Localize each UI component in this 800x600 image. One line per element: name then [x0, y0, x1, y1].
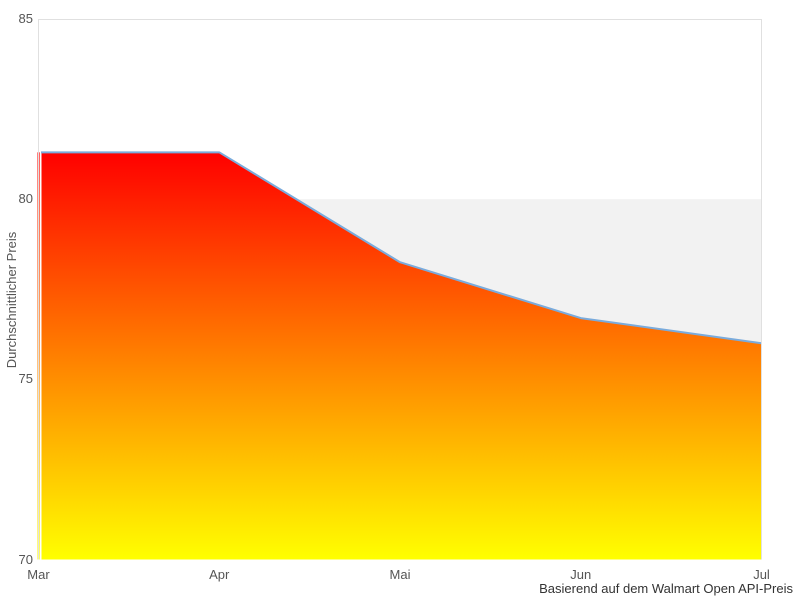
- plot-border: [38, 19, 762, 560]
- chart-caption: Basierend auf dem Walmart Open API-Preis: [539, 581, 793, 596]
- series-left-gap: [39, 151, 42, 560]
- x-tick-label: Apr: [209, 567, 230, 582]
- x-tick-label: Mai: [389, 567, 411, 582]
- series-line: [41, 151, 762, 345]
- series-area: [41, 152, 762, 560]
- x-tick-label: Jul: [753, 567, 770, 582]
- y-tick-label: 85: [18, 11, 33, 26]
- x-tick-label: Mar: [27, 567, 50, 582]
- y-axis-title: Durchschnittlicher Preis: [4, 231, 19, 369]
- x-tick-label: Jun: [570, 567, 592, 582]
- y-tick-label: 75: [18, 371, 33, 387]
- y-tick-label: 80: [18, 191, 33, 207]
- y-tick-label: 70: [18, 551, 33, 567]
- axis-layer: [38, 19, 762, 560]
